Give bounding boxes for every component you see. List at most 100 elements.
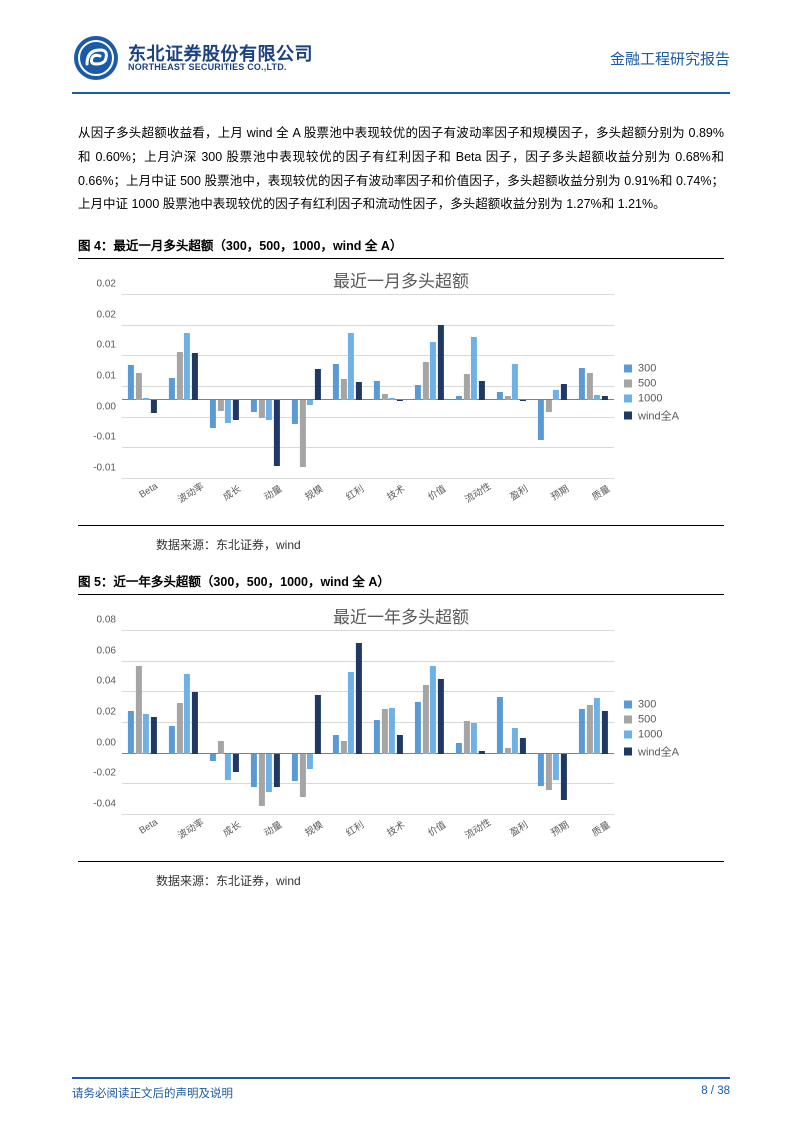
bar xyxy=(546,754,552,791)
ytick: 0.06 xyxy=(97,645,116,656)
bar xyxy=(233,754,239,772)
company-name-en: NORTHEAST SECURITIES CO.,LTD. xyxy=(128,63,313,72)
ytick: -0.04 xyxy=(93,799,116,810)
bar-group xyxy=(204,631,245,815)
footer-disclaimer: 请务必阅读正文后的声明及说明 xyxy=(72,1085,233,1101)
bar xyxy=(300,400,306,467)
bar xyxy=(251,400,257,412)
bar xyxy=(397,735,403,753)
bar xyxy=(479,751,485,754)
legend-swatch xyxy=(624,716,632,724)
company-logo-icon xyxy=(72,34,120,82)
bar xyxy=(430,342,436,400)
bar xyxy=(177,703,183,754)
ytick: 0.01 xyxy=(97,340,116,351)
bar xyxy=(151,400,157,413)
bar-group xyxy=(163,295,204,479)
bar xyxy=(225,754,231,780)
bar-group xyxy=(327,295,368,479)
legend-item: wind全A xyxy=(624,744,724,760)
legend-item: 1000 xyxy=(624,393,724,405)
bar-group xyxy=(245,631,286,815)
ytick: -0.01 xyxy=(93,463,116,474)
bar xyxy=(251,754,257,788)
bar xyxy=(192,353,198,400)
chart4-source: 数据来源：东北证券，wind xyxy=(156,532,646,553)
chart5-source-rule: 数据来源：东北证券，wind xyxy=(78,861,724,889)
bar xyxy=(300,754,306,797)
ytick: 0.02 xyxy=(97,707,116,718)
figure5-top-rule xyxy=(78,594,724,595)
bar xyxy=(479,381,485,400)
bar xyxy=(464,374,470,400)
bar xyxy=(315,695,321,753)
legend-item: 300 xyxy=(624,363,724,375)
figure4-caption: 图 4：最近一月多头超额（300，500，1000，wind 全 A） xyxy=(78,235,724,254)
bar xyxy=(538,754,544,786)
bar xyxy=(423,685,429,754)
legend-swatch xyxy=(624,731,632,739)
figure4-caption-wrap: 图 4：最近一月多头超额（300，500，1000，wind 全 A） xyxy=(0,235,802,259)
bar xyxy=(471,337,477,401)
legend-item: 500 xyxy=(624,714,724,726)
ytick: 0.08 xyxy=(97,615,116,626)
bar xyxy=(192,692,198,753)
bar xyxy=(389,398,395,400)
bar xyxy=(602,711,608,754)
ytick: -0.01 xyxy=(93,432,116,443)
bar xyxy=(210,400,216,428)
bar xyxy=(315,369,321,401)
bar xyxy=(266,754,272,792)
bar xyxy=(177,352,183,400)
bar-group xyxy=(532,295,573,479)
legend-label: 1000 xyxy=(638,729,662,741)
legend-swatch xyxy=(624,701,632,709)
bar xyxy=(218,741,224,753)
ytick: 0.01 xyxy=(97,371,116,382)
chart5-box: 最近一年多头超额 -0.04-0.020.000.020.040.060.08B… xyxy=(78,599,724,859)
bar xyxy=(538,400,544,439)
bar xyxy=(333,364,339,400)
bar-group xyxy=(532,631,573,815)
bar xyxy=(274,400,280,466)
bar xyxy=(233,400,239,420)
bar xyxy=(128,711,134,754)
bar xyxy=(415,702,421,754)
bar-group xyxy=(573,295,614,479)
bar xyxy=(184,674,190,754)
bar xyxy=(356,382,362,400)
bar xyxy=(218,400,224,411)
legend-item: 500 xyxy=(624,378,724,390)
bar-group xyxy=(409,631,450,815)
bar xyxy=(374,720,380,754)
bar xyxy=(594,395,600,400)
bar xyxy=(266,400,272,420)
bar xyxy=(497,697,503,754)
body-paragraph: 从因子多头超额收益看，上月 wind 全 A 股票池中表现较优的因子有波动率因子… xyxy=(0,94,802,217)
bar xyxy=(184,333,190,400)
bar xyxy=(546,400,552,412)
legend-item: 300 xyxy=(624,699,724,711)
bar-group xyxy=(163,631,204,815)
legend-label: wind全A xyxy=(638,408,679,424)
legend-label: 500 xyxy=(638,714,656,726)
bar xyxy=(341,379,347,401)
legend-label: wind全A xyxy=(638,744,679,760)
bar-group xyxy=(286,631,327,815)
legend-swatch xyxy=(624,748,632,756)
bar xyxy=(438,679,444,754)
bar-group xyxy=(368,631,409,815)
bar xyxy=(512,728,518,754)
bar-group xyxy=(450,295,491,479)
figure5-caption-wrap: 图 5：近一年多头超额（300，500，1000，wind 全 A） xyxy=(0,571,802,595)
bar-group xyxy=(368,295,409,479)
chart5-title: 最近一年多头超额 xyxy=(78,599,724,628)
bar xyxy=(505,748,511,754)
bar xyxy=(561,384,567,400)
bar-group xyxy=(122,295,163,479)
legend-swatch xyxy=(624,412,632,420)
bar xyxy=(136,666,142,753)
ytick: 0.02 xyxy=(97,309,116,320)
bar xyxy=(553,754,559,780)
ytick: 0.00 xyxy=(97,401,116,412)
